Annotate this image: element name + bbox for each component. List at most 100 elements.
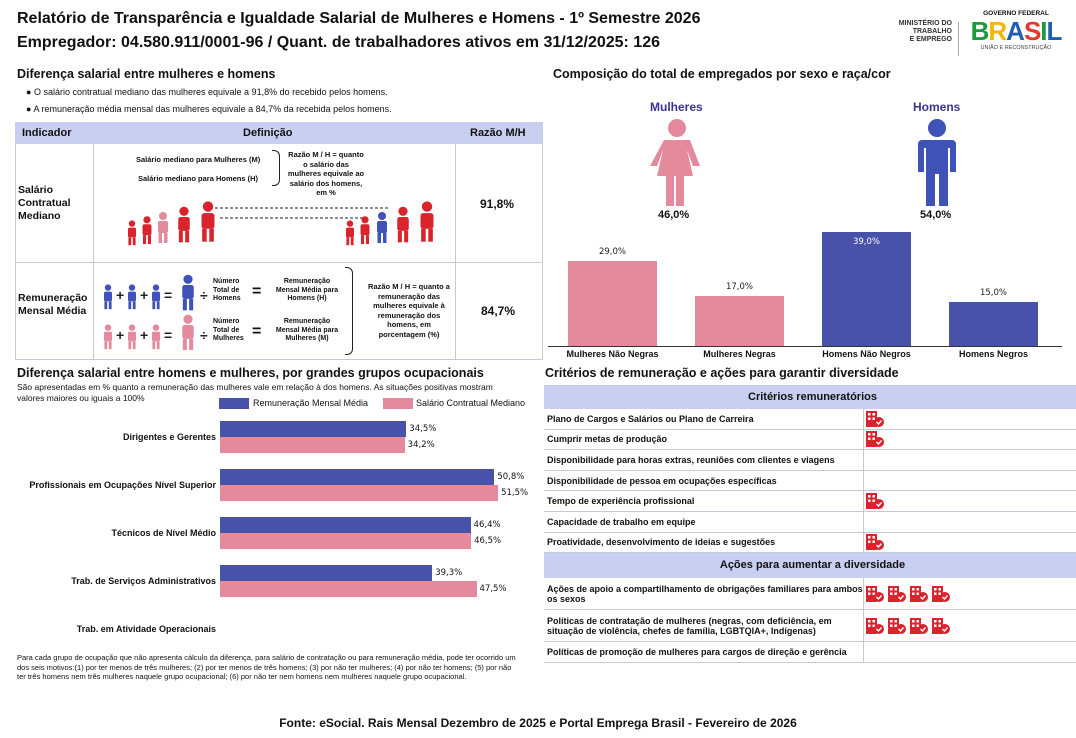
criteria-row: Disponibilidade para horas extras, reuni… — [544, 450, 1076, 471]
criteria-row: Tempo de experiência profissional — [544, 491, 1076, 512]
remuneration-bar — [220, 469, 495, 485]
check-building-icon — [866, 617, 884, 634]
men-label: Homens — [913, 100, 961, 114]
remuneration-people-illustration: + + = ÷ + + = ÷ — [104, 274, 208, 350]
criteria-row: Políticas de promoção de mulheres para c… — [544, 642, 1076, 663]
check-building-icon — [888, 585, 906, 602]
svg-text:÷: ÷ — [200, 327, 208, 343]
check-building-icon — [932, 585, 950, 602]
row1-men-label: Salário mediano para Homens (H) — [138, 174, 259, 183]
criteria-label: Capacidade de trabalho em equipe — [544, 512, 864, 532]
col-definition: Definição — [243, 127, 293, 139]
criteria-label: Ações de apoio a compartilhamento de obr… — [544, 578, 864, 609]
criteria-row: Capacidade de trabalho em equipe — [544, 512, 1076, 533]
col-indicator: Indicador — [22, 127, 72, 139]
row1-note: Razão M / H = quanto o salário das mulhe… — [287, 150, 365, 197]
composition-bar — [568, 261, 657, 346]
row1-women-label: Salário mediano para Mulheres (M) — [136, 155, 261, 164]
criteria-label: Tempo de experiência profissional — [544, 491, 864, 511]
row2-total-men: Número Total de Homens — [213, 278, 241, 302]
salary-bar — [220, 581, 477, 597]
check-building-icon — [888, 617, 906, 634]
composition-category-label: Mulheres Negras — [703, 349, 776, 359]
criteria-label: Políticas de promoção de mulheres para c… — [544, 642, 864, 662]
occupation-category-label: Trab. em Atividade Operacionais — [76, 624, 216, 634]
legend-blue-swatch — [219, 398, 249, 409]
check-building-icon — [866, 534, 884, 551]
actions-header: Ações para aumentar a diversidade — [544, 553, 1076, 578]
row2-rem-women: Remuneração Mensal Média para Mulheres (… — [275, 318, 339, 342]
composition-title: Composição do total de empregados por se… — [553, 67, 891, 81]
svg-text:÷: ÷ — [200, 287, 208, 303]
gov-logo: GOVERNO FEDERAL BRASIL UNIÃO E RECONSTRU… — [970, 10, 1063, 51]
check-building-icon — [866, 431, 884, 448]
svg-text:+: + — [116, 287, 124, 303]
criteria-label: Disponibilidade para horas extras, reuni… — [544, 450, 864, 470]
check-building-icon — [866, 585, 884, 602]
check-building-icon — [910, 617, 928, 634]
legend-pink-swatch — [383, 398, 413, 409]
composition-value-label: 15,0% — [979, 288, 1007, 299]
footer-source: Fonte: eSocial. Rais Mensal Dezembro de … — [279, 716, 797, 730]
occupation-category-label: Trab. de Serviços Administrativos — [71, 576, 216, 586]
salary-bar — [220, 533, 472, 549]
occupation-category-label: Profissionais em Ocupações Nível Superio… — [29, 480, 216, 490]
criteria-header: Critérios remuneratórios — [544, 385, 1076, 409]
composition-bar — [949, 302, 1038, 346]
occupation-value-label: 51,5% — [501, 488, 529, 498]
criteria-row: Ações de apoio a compartilhamento de obr… — [544, 578, 1076, 610]
check-building-icon — [910, 585, 928, 602]
row2-rem-men: Remuneração Mensal Média para Homens (H) — [275, 278, 339, 302]
row1-ratio: 91,8% — [480, 197, 515, 211]
criteria-label: Proatividade, desenvolvimento de ideias … — [544, 532, 864, 553]
check-building-icon — [866, 493, 884, 510]
composition-chart: 29,0% Mulheres Não Negras 17,0% Mulheres Ne… — [548, 226, 1062, 366]
men-pct: 54,0% — [920, 209, 952, 221]
criteria-row: Proatividade, desenvolvimento de ideias … — [544, 532, 1076, 554]
occupation-category-label: Dirigentes e Gerentes — [122, 432, 216, 442]
occupation-value-label: 46,4% — [473, 520, 501, 530]
check-building-icon — [866, 410, 884, 427]
occupation-value-label: 47,5% — [479, 584, 507, 594]
composition-bar — [695, 296, 784, 346]
gap-table-header — [15, 122, 543, 144]
criteria-label: Cumprir metas de produção — [544, 429, 864, 450]
criteria-row: Cumprir metas de produção — [544, 429, 1076, 451]
check-building-icon — [932, 617, 950, 634]
woman-icon — [650, 119, 700, 206]
women-label: Mulheres — [650, 100, 703, 114]
svg-text:+: + — [140, 287, 148, 303]
salary-bar — [220, 485, 499, 501]
remuneration-bar — [220, 517, 471, 533]
composition-bar — [822, 231, 911, 346]
remuneration-bar — [220, 421, 407, 437]
employer-line: Empregador: 04.580.911/0001-96 / Quant. … — [17, 34, 660, 51]
svg-text:=: = — [164, 287, 172, 303]
occ-footnote: Para cada grupo de ocupação que não apre… — [17, 653, 516, 681]
criteria-label: Disponibilidade de pessoa em ocupações e… — [544, 470, 864, 491]
gap-bullet-1: ● O salário contratual mediano das mulhe… — [26, 87, 388, 97]
criteria-label: Políticas de contratação de mulheres (ne… — [544, 610, 864, 641]
row1-indicator: Salário Contratual Mediano — [18, 184, 71, 222]
ministry-logo: MINISTÉRIO DO TRABALHO E EMPREGO — [898, 20, 952, 43]
criteria-row: Plano de Cargos e Salários ou Plano de C… — [544, 409, 1076, 430]
remuneration-bar — [220, 565, 433, 581]
criteria-label: Plano de Cargos e Salários ou Plano de C… — [544, 409, 864, 429]
occupation-value-label: 34,5% — [409, 424, 437, 434]
composition-value-label: 29,0% — [598, 247, 626, 258]
row2-indicator: Remuneração Mensal Média — [18, 292, 88, 317]
composition-value-label: 39,0% — [852, 236, 880, 247]
occupation-category-label: Técnicos de Nível Médio — [111, 528, 216, 538]
gap-bullet-2: ● A remuneração média mensal das mulhere… — [26, 104, 392, 114]
composition-category-label: Mulheres Não Negras — [566, 349, 659, 359]
man-icon — [918, 119, 956, 206]
occ-desc: São apresentadas em % quanto a remuneraç… — [17, 382, 493, 403]
women-pct: 46,0% — [658, 209, 690, 221]
occupation-value-label: 34,2% — [407, 440, 435, 450]
composition-category-label: Homens Negros — [958, 349, 1029, 359]
row2-note: Razão M / H = quanto a remuneração das m… — [368, 282, 450, 339]
composition-category-label: Homens Não Negros — [822, 349, 911, 359]
row2-ratio: 84,7% — [481, 304, 516, 318]
criteria-title: Critérios de remuneração e ações para ga… — [545, 366, 899, 380]
legend-blue-label: Remuneração Mensal Média — [253, 398, 369, 408]
